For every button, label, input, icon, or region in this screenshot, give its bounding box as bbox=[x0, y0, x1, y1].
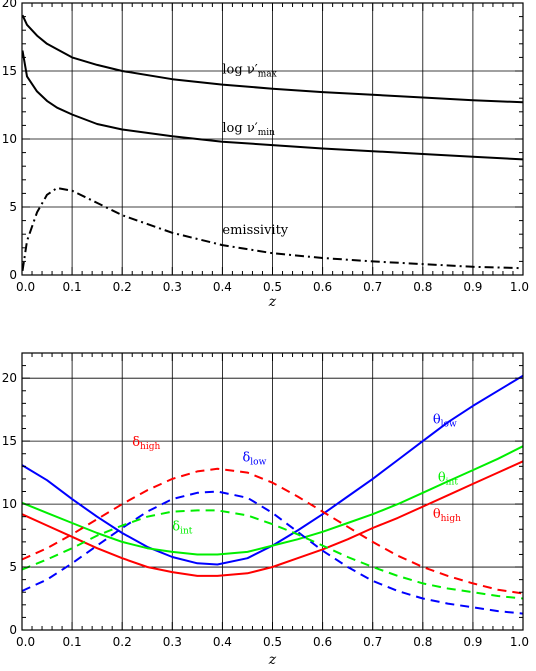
y-tick-label: 0 bbox=[9, 268, 17, 282]
series-line-1 bbox=[21, 50, 524, 161]
series-label-2: emissivity bbox=[222, 223, 288, 238]
series-label-0: θlow bbox=[433, 413, 457, 430]
x-tick-label: 0.4 bbox=[213, 280, 232, 294]
x-tick-label: 0.2 bbox=[113, 635, 132, 649]
x-tick-label: 1.0 bbox=[510, 280, 529, 294]
y-tick-label: 15 bbox=[2, 64, 17, 78]
x-tick-label: 0.5 bbox=[263, 635, 282, 649]
x-tick-label: 0.3 bbox=[163, 280, 182, 294]
series-line-5 bbox=[21, 509, 524, 600]
series-line-1 bbox=[21, 445, 524, 556]
x-tick-label: 0.1 bbox=[63, 635, 82, 649]
y-tick-label: 5 bbox=[9, 200, 17, 214]
y-tick-label: 5 bbox=[9, 560, 17, 574]
x-tick-label: 0.0 bbox=[16, 635, 35, 649]
series-label-3: δhigh bbox=[132, 435, 160, 452]
series-label-2: θhigh bbox=[433, 507, 461, 524]
x-tick-label: 1.0 bbox=[510, 635, 529, 649]
x-tick-label: 0.6 bbox=[313, 635, 332, 649]
series-line-2 bbox=[21, 187, 524, 272]
x-tick-label: 0.6 bbox=[313, 280, 332, 294]
series-label-4: δlow bbox=[242, 450, 266, 467]
series-line-2 bbox=[21, 460, 524, 577]
x-tick-label: 0.0 bbox=[16, 280, 35, 294]
y-tick-label: 15 bbox=[2, 434, 17, 448]
x-tick-label: 0.5 bbox=[263, 280, 282, 294]
x-tick-label: 0.9 bbox=[463, 635, 482, 649]
series-label-0: log ν′max bbox=[222, 63, 276, 80]
y-tick-label: 0 bbox=[9, 623, 17, 637]
series-label-5: δint bbox=[172, 520, 193, 537]
x-tick-label: 0.7 bbox=[363, 280, 382, 294]
y-tick-label: 10 bbox=[2, 132, 17, 146]
y-tick-label: 10 bbox=[2, 497, 17, 511]
x-tick-label: 0.4 bbox=[213, 635, 232, 649]
series-line-3 bbox=[21, 467, 524, 595]
top-panel: log ν′max log ν′min emissivity 0.0 0.1 0.2 0.3… bbox=[2, 0, 529, 310]
series-label-1: log ν′min bbox=[222, 121, 275, 138]
x-tick-label: 0.1 bbox=[63, 280, 82, 294]
x-axis-label: z bbox=[268, 652, 277, 668]
x-tick-label: 0.9 bbox=[463, 280, 482, 294]
series-line-0 bbox=[21, 14, 524, 104]
x-tick-label: 0.7 bbox=[363, 635, 382, 649]
x-tick-label: 0.8 bbox=[413, 280, 432, 294]
x-tick-label: 0.8 bbox=[413, 635, 432, 649]
y-tick-label: 20 bbox=[2, 371, 17, 385]
x-tick-label: 0.2 bbox=[113, 280, 132, 294]
x-tick-label: 0.3 bbox=[163, 635, 182, 649]
series-label-1: θint bbox=[438, 470, 459, 487]
bottom-panel: θlow θint θhigh δhigh δlow δint 0.0 0.1 0.2 0.3 0.… bbox=[2, 352, 529, 668]
y-tick-label: 20 bbox=[2, 0, 17, 10]
series-line-4 bbox=[21, 490, 524, 615]
x-axis-label: z bbox=[268, 294, 277, 310]
